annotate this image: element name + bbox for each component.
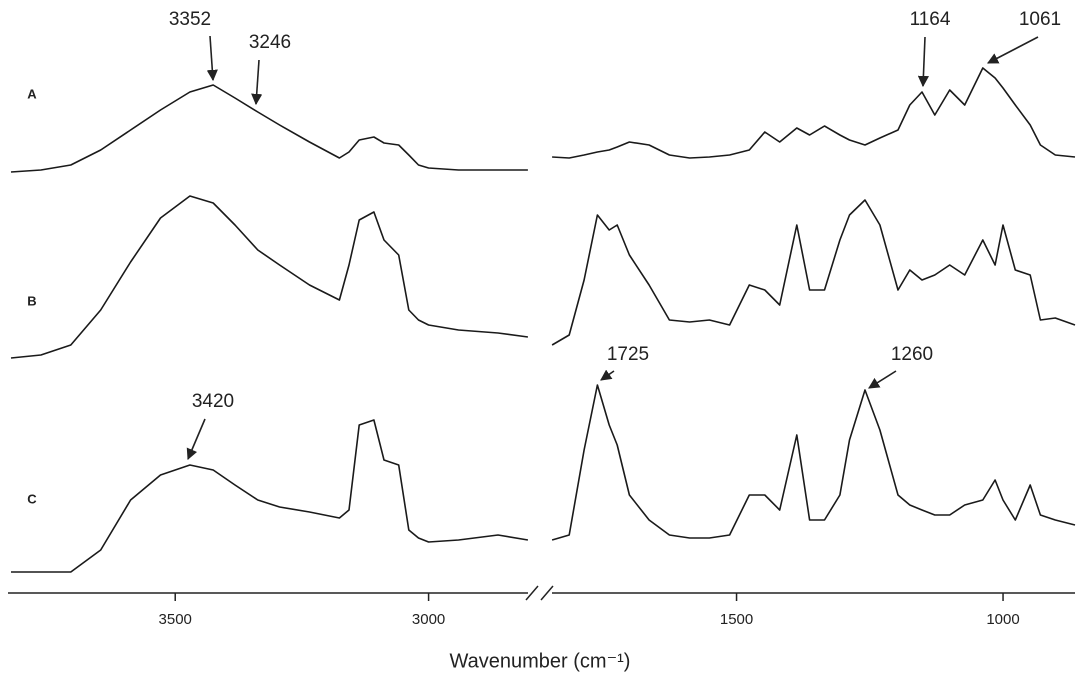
annotation-arrow [917, 36, 930, 88]
peak-annotation: 1725 [607, 344, 649, 365]
peak-annotation: 3420 [192, 391, 234, 412]
spectrum-line [10, 195, 529, 359]
annotation-arrow [987, 36, 1039, 64]
spectrum-line [551, 199, 1076, 346]
spectrum-line [552, 67, 1076, 159]
spectrum-line [10, 84, 528, 173]
series-label: B [27, 293, 36, 308]
peak-annotation: 1260 [891, 344, 933, 365]
series-label: A [27, 86, 37, 101]
peak-annotation: 3246 [249, 32, 291, 53]
x-axis-title: Wavenumber (cm⁻¹) [450, 650, 631, 672]
x-tick-label: 1500 [720, 611, 753, 628]
peak-annotation: 3352 [169, 9, 211, 30]
x-axis [8, 585, 1075, 601]
annotation-arrow [868, 370, 897, 389]
annotation-arrow [600, 369, 615, 381]
x-tick-label: 1000 [986, 611, 1019, 628]
x-tick-label: 3000 [412, 611, 445, 628]
axis-break [525, 585, 539, 601]
peak-annotation: 1164 [910, 9, 951, 30]
axis-break [540, 585, 554, 601]
annotation-arrow [206, 35, 218, 82]
annotation-arrow [186, 418, 206, 461]
spectrum-line [551, 384, 1076, 541]
series-label: C [27, 491, 37, 506]
peak-annotation: 1061 [1019, 9, 1061, 30]
annotation-arrow [251, 59, 263, 106]
x-tick-label: 3500 [159, 611, 192, 628]
spectrum-line [11, 419, 529, 573]
